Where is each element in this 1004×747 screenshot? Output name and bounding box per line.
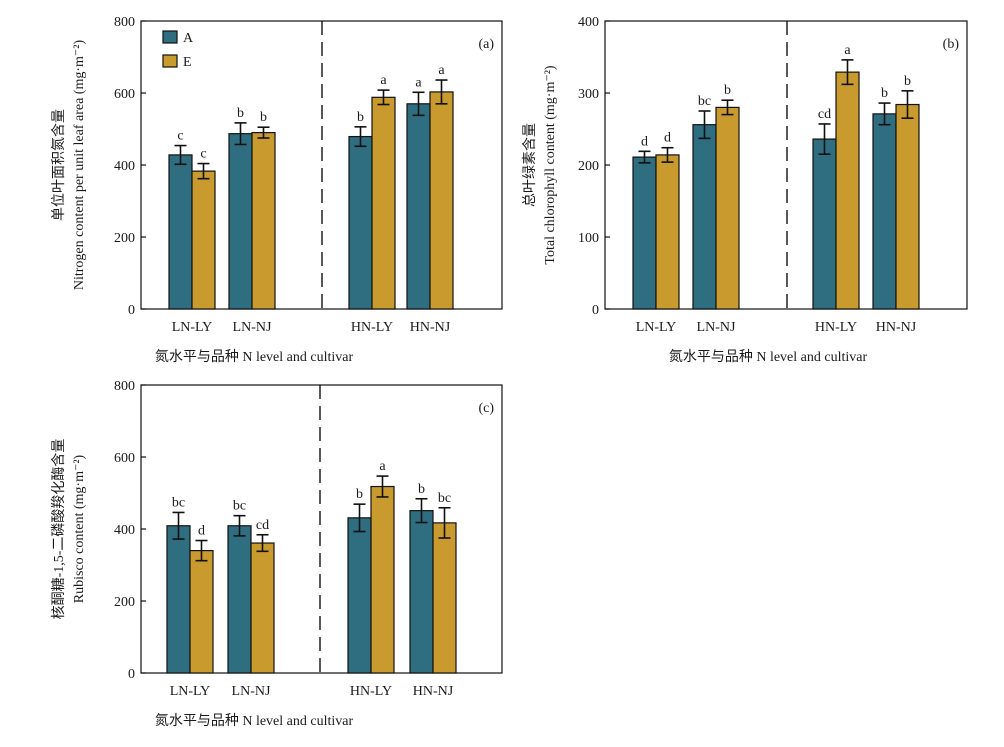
x-axis-title: 氮水平与品种 N level and cultivar: [155, 713, 354, 729]
legend-swatch: [162, 54, 178, 68]
bar-A: [632, 156, 657, 310]
significance-letter: b: [418, 482, 425, 497]
significance-letter: b: [237, 106, 244, 121]
y-tick-label: 800: [114, 379, 135, 394]
significance-letter: d: [641, 134, 648, 149]
x-tick-label: HN-NJ: [413, 684, 454, 699]
significance-letter: c: [200, 147, 206, 162]
x-tick-label: LN-NJ: [697, 320, 736, 335]
bar-A: [409, 510, 434, 674]
bar-A: [348, 135, 373, 310]
y-tick-label: 600: [114, 87, 135, 102]
panel-label: (a): [478, 37, 494, 52]
y-tick-label: 100: [578, 231, 599, 246]
significance-letter: c: [177, 129, 183, 144]
y-tick-label: 0: [592, 303, 599, 318]
bar-E: [715, 106, 740, 310]
legend: AE: [162, 30, 194, 70]
x-tick-label: LN-LY: [170, 684, 211, 699]
legend-label: E: [183, 55, 192, 70]
y-tick-label: 300: [578, 87, 599, 102]
bar-E: [835, 71, 860, 310]
bar-E: [370, 485, 395, 674]
y-axis-title-cn: 核酮糖-1,5-二磷酸羧化酶含量: [51, 439, 67, 620]
significance-letter: b: [904, 74, 911, 89]
bar-A: [168, 154, 193, 310]
y-axis-title-cn: 总叶绿素含量: [522, 123, 538, 207]
y-tick-label: 200: [114, 595, 135, 610]
legend-swatch: [162, 30, 178, 44]
significance-letter: a: [380, 73, 387, 88]
bar-A: [227, 525, 252, 674]
bar-E: [189, 549, 214, 674]
chart-panel-2: 0 100 200 300 400 LN-LY LN-NJ HN-LY HN-NJ d bc cd b d…: [522, 15, 968, 365]
y-axis-title-en: Rubisco content (mg·m⁻²): [72, 454, 87, 603]
x-tick-label: HN-NJ: [876, 320, 917, 335]
x-tick-label: HN-LY: [351, 320, 393, 335]
bar-A: [872, 113, 897, 310]
significance-letter: b: [356, 487, 363, 502]
x-tick-label: LN-LY: [636, 320, 677, 335]
significance-letter: bc: [698, 94, 711, 109]
y-tick-label: 400: [578, 15, 599, 30]
y-tick-label: 200: [578, 159, 599, 174]
x-axis-title: 氮水平与品种 N level and cultivar: [669, 349, 868, 365]
significance-letter: b: [260, 110, 267, 125]
panel-label: (b): [943, 37, 960, 52]
significance-letter: bc: [172, 495, 185, 510]
panel-label: (c): [478, 401, 494, 416]
bar-E: [429, 91, 454, 310]
y-tick-label: 800: [114, 15, 135, 30]
bar-E: [191, 170, 216, 310]
bar-A: [166, 525, 191, 674]
x-tick-label: LN-LY: [172, 320, 213, 335]
y-tick-label: 0: [128, 303, 135, 318]
y-tick-label: 0: [128, 667, 135, 682]
significance-letter: cd: [256, 518, 269, 533]
significance-letter: bc: [438, 491, 451, 506]
significance-letter: b: [881, 86, 888, 101]
x-tick-label: HN-LY: [350, 684, 392, 699]
significance-letter: d: [198, 524, 205, 539]
bar-A: [406, 103, 431, 310]
significance-letter: d: [664, 131, 671, 146]
bar-A: [228, 133, 253, 310]
significance-letter: b: [724, 83, 731, 98]
y-axis-title-en: Nitrogen content per unit leaf area (mg·…: [72, 40, 87, 291]
significance-letter: a: [415, 75, 422, 90]
x-axis-title: 氮水平与品种 N level and cultivar: [155, 349, 354, 365]
y-tick-label: 400: [114, 159, 135, 174]
significance-letter: a: [438, 63, 445, 78]
y-axis-title-en: Total chlorophyll content (mg·m⁻²): [543, 65, 558, 265]
significance-letter: a: [844, 43, 851, 58]
significance-letter: cd: [818, 107, 831, 122]
x-tick-label: LN-NJ: [232, 684, 271, 699]
significance-letter: bc: [233, 499, 246, 514]
chart-panel-1: 0 200 400 600 800 LN-LY LN-NJ HN-LY HN-NJ c b b a c b a…: [51, 15, 503, 365]
legend-label: A: [183, 31, 194, 46]
x-tick-label: HN-NJ: [410, 320, 451, 335]
bar-E: [251, 132, 276, 310]
y-tick-label: 400: [114, 523, 135, 538]
significance-letter: b: [357, 110, 364, 125]
x-tick-label: LN-NJ: [233, 320, 272, 335]
bar-A: [692, 124, 717, 310]
bar-E: [250, 542, 275, 674]
bar-A: [347, 517, 372, 674]
bar-E: [895, 103, 920, 310]
bar-E: [371, 96, 396, 310]
bar-A: [812, 138, 837, 310]
significance-letter: a: [379, 459, 386, 474]
y-tick-label: 600: [114, 451, 135, 466]
y-axis-title-cn: 单位叶面积氮含量: [51, 109, 67, 221]
bar-E: [432, 522, 457, 674]
bar-E: [655, 154, 680, 310]
x-tick-label: HN-LY: [815, 320, 857, 335]
y-tick-label: 200: [114, 231, 135, 246]
